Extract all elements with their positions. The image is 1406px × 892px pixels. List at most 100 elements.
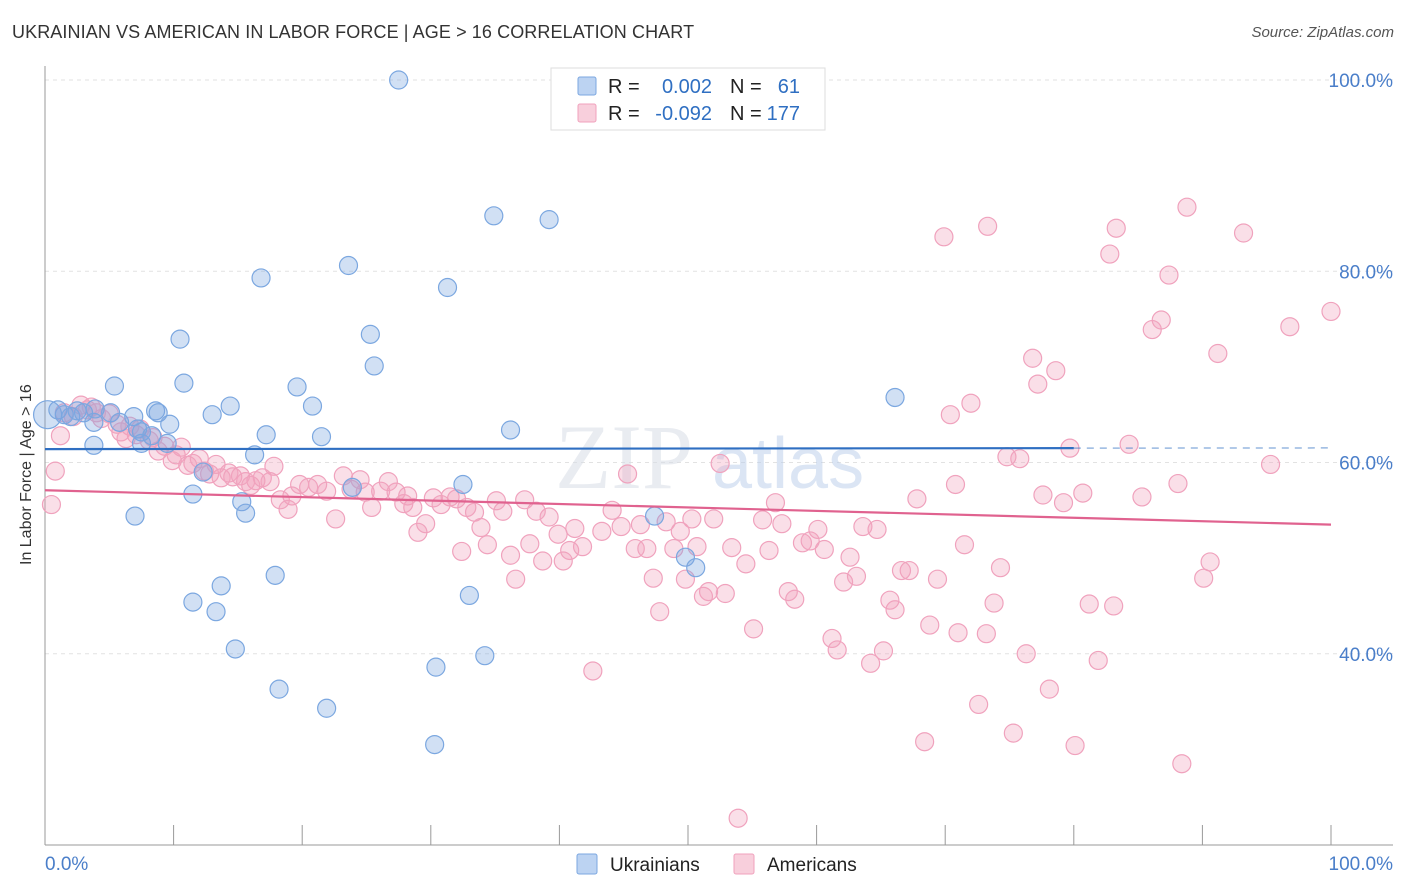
ukrainians-point-49 bbox=[426, 657, 446, 677]
americans-point-103 bbox=[710, 453, 730, 474]
ukrainians-point-50 bbox=[437, 277, 458, 298]
americans-point-177 bbox=[978, 216, 998, 236]
trend-lines bbox=[44, 447, 1332, 526]
americans-point-0 bbox=[41, 494, 62, 515]
americans-point-68 bbox=[471, 517, 491, 538]
americans-point-140 bbox=[961, 393, 981, 413]
americans-point-129 bbox=[885, 600, 905, 620]
ukrainians-point-40 bbox=[302, 396, 323, 416]
americans-point-131 bbox=[899, 560, 919, 581]
americans-point-113 bbox=[778, 581, 798, 602]
americans-point-102 bbox=[704, 509, 724, 529]
americans-point-159 bbox=[1088, 650, 1108, 671]
chart-title: UKRAINIAN VS AMERICAN IN LABOR FORCE | A… bbox=[12, 22, 695, 42]
americans-point-93 bbox=[650, 602, 670, 622]
americans-point-179 bbox=[1104, 596, 1124, 616]
americans-point-80 bbox=[553, 551, 573, 571]
americans-point-31 bbox=[219, 463, 239, 483]
americans-point-72 bbox=[500, 545, 521, 565]
americans-point-148 bbox=[1016, 644, 1036, 664]
americans-point-109 bbox=[752, 510, 773, 530]
americans-point-32 bbox=[223, 467, 243, 487]
americans-point-127 bbox=[873, 641, 894, 661]
americans-point-117 bbox=[808, 519, 828, 540]
americans-point-165 bbox=[1151, 310, 1171, 330]
ukrainians-point-48 bbox=[425, 734, 445, 755]
legend-r-label-2: R = bbox=[608, 103, 640, 125]
ukrainians-point-39 bbox=[287, 377, 307, 397]
americans-point-167 bbox=[1168, 473, 1188, 494]
americans-point-126 bbox=[867, 519, 887, 540]
ukrainians-point-57 bbox=[644, 506, 665, 526]
ukrainians-point-53 bbox=[475, 646, 495, 666]
ukrainians-point-42 bbox=[317, 698, 337, 718]
ukrainians-trend-line bbox=[44, 447, 1074, 451]
americans-point-122 bbox=[840, 547, 860, 567]
americans-point-96 bbox=[670, 521, 690, 541]
americans-point-169 bbox=[1177, 197, 1197, 217]
ukrainians-point-38 bbox=[269, 679, 289, 699]
ukrainians-point-59 bbox=[686, 558, 706, 578]
americans-point-73 bbox=[506, 569, 526, 589]
ukrainians-point-5 bbox=[73, 403, 94, 423]
ukrainians-point-51 bbox=[453, 474, 473, 495]
americans-point-81 bbox=[560, 540, 580, 561]
americans-point-114 bbox=[785, 589, 805, 609]
americans-point-138 bbox=[948, 623, 968, 643]
americans-point-124 bbox=[853, 516, 873, 537]
x-tick-labels: 0.0% 100.0% bbox=[45, 854, 1393, 875]
americans-point-108 bbox=[743, 619, 764, 639]
americans-point-142 bbox=[976, 624, 996, 644]
legend-swatch-ukrainians bbox=[577, 76, 597, 96]
americans-point-39 bbox=[264, 456, 284, 476]
legend-r-value-2: -0.092 bbox=[655, 103, 712, 125]
ukrainians-point-32 bbox=[232, 492, 252, 512]
americans-point-74 bbox=[515, 490, 535, 510]
x-tick-label-0: 0.0% bbox=[45, 854, 88, 875]
ukrainians-point-45 bbox=[360, 324, 380, 344]
americans-point-168 bbox=[1172, 754, 1192, 774]
grid bbox=[45, 79, 1393, 655]
americans-point-153 bbox=[1046, 361, 1066, 381]
ukrainians-point-46 bbox=[364, 356, 384, 376]
ukrainians-point-22 bbox=[170, 329, 190, 349]
americans-point-83 bbox=[572, 537, 593, 557]
americans-point-174 bbox=[1260, 454, 1281, 475]
ukrainians-point-16 bbox=[131, 433, 152, 453]
americans-point-104 bbox=[715, 583, 735, 604]
legend-bottom-swatch-ukrainians bbox=[576, 853, 598, 875]
ukrainians-point-12 bbox=[124, 407, 144, 427]
americans-point-101 bbox=[698, 581, 719, 602]
americans-point-46 bbox=[317, 481, 337, 501]
americans-point-70 bbox=[486, 491, 506, 511]
americans-point-172 bbox=[1208, 343, 1228, 364]
ukrainians-point-10 bbox=[104, 376, 125, 396]
ukrainians-point-56 bbox=[539, 210, 559, 230]
y-tick-label-0: 100.0% bbox=[1329, 71, 1394, 92]
legend-r-value-1: 0.002 bbox=[662, 76, 712, 98]
americans-point-133 bbox=[915, 732, 935, 752]
americans-point-128 bbox=[880, 590, 900, 610]
americans-point-87 bbox=[611, 516, 631, 537]
americans-point-137 bbox=[940, 405, 960, 425]
ukrainians-point-11 bbox=[109, 412, 130, 432]
ukrainians-point-47 bbox=[389, 70, 409, 90]
americans-point-151 bbox=[1033, 485, 1053, 505]
americans-point-1 bbox=[45, 461, 65, 481]
legend-r-label-1: R = bbox=[608, 76, 640, 98]
americans-point-144 bbox=[990, 558, 1011, 578]
ukrainians-point-30 bbox=[220, 396, 240, 416]
americans-point-163 bbox=[1132, 487, 1152, 507]
ukrainians-point-44 bbox=[342, 477, 362, 497]
ukrainians-point-7 bbox=[85, 399, 105, 419]
americans-point-150 bbox=[1028, 374, 1048, 394]
legend-n-label-2: N = bbox=[730, 103, 762, 125]
americans-point-50 bbox=[350, 470, 370, 490]
ukrainians-point-33 bbox=[236, 503, 256, 523]
ukrainians-point-14 bbox=[125, 506, 145, 526]
americans-point-120 bbox=[827, 640, 847, 660]
ukrainians-point-36 bbox=[256, 425, 276, 445]
americans-point-171 bbox=[1200, 552, 1220, 572]
americans-point-27 bbox=[194, 461, 215, 481]
americans-point-125 bbox=[861, 653, 881, 673]
